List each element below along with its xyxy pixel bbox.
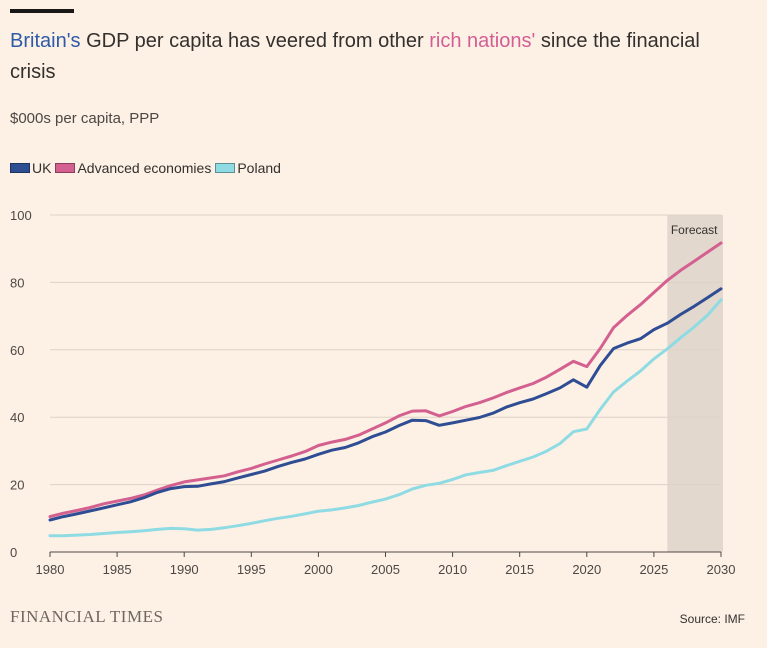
- x-tick-label: 1980: [36, 562, 65, 577]
- y-tick-label: 20: [10, 478, 24, 493]
- y-tick-label: 0: [10, 545, 17, 560]
- ft-logo: FINANCIAL TIMES: [10, 607, 164, 626]
- y-tick-label: 100: [10, 208, 32, 223]
- source-note: Source: IMF: [679, 612, 745, 626]
- x-tick-label: 2005: [371, 562, 400, 577]
- forecast-label: Forecast: [671, 223, 718, 237]
- title-text-end: since the financial crisis: [10, 30, 700, 83]
- chart-title: Britain's GDP per capita has veered from…: [10, 26, 750, 88]
- chart-legend: UK Advanced economies Poland: [10, 160, 285, 176]
- title-highlight-uk: Britain's: [10, 30, 81, 52]
- title-text-mid: GDP per capita has veered from other: [80, 30, 430, 52]
- legend-item-advanced-economies: Advanced economies: [55, 160, 211, 176]
- y-tick-label: 80: [10, 275, 24, 290]
- series-line-advanced-economies: [48, 241, 723, 519]
- series-line-poland: [48, 298, 723, 538]
- x-tick-label: 2020: [572, 562, 601, 577]
- top-accent-bar: [10, 9, 74, 13]
- y-tick-label: 60: [10, 343, 24, 358]
- x-tick-label: 2010: [438, 562, 467, 577]
- line-chart: 0 20 40 60 80 100 1980 1985 1990 1995 2000 2005 2010…: [10, 208, 736, 577]
- legend-swatch-advanced-economies: [55, 163, 76, 173]
- x-tick-label: 2030: [707, 562, 736, 577]
- legend-swatch-uk: [10, 163, 30, 173]
- legend-swatch-poland: [215, 163, 236, 173]
- forecast-band: [667, 215, 723, 552]
- legend-item-poland: Poland: [215, 160, 281, 176]
- series-line-uk: [48, 287, 723, 522]
- x-tick-label: 2000: [304, 562, 333, 577]
- legend-label-poland: Poland: [237, 160, 281, 176]
- x-tick-label: 1990: [170, 562, 199, 577]
- chart-subtitle: $000s per capita, PPP: [10, 110, 160, 127]
- y-tick-label: 40: [10, 410, 24, 425]
- title-highlight-rich-nations: rich nations': [429, 30, 536, 52]
- legend-label-uk: UK: [32, 160, 52, 176]
- x-tick-label: 1985: [103, 562, 132, 577]
- x-tick-label: 1995: [237, 562, 266, 577]
- x-tick-label: 2025: [639, 562, 668, 577]
- x-tick-label: 2015: [505, 562, 534, 577]
- legend-label-advanced-economies: Advanced economies: [77, 160, 212, 176]
- legend-item-uk: UK: [10, 160, 51, 176]
